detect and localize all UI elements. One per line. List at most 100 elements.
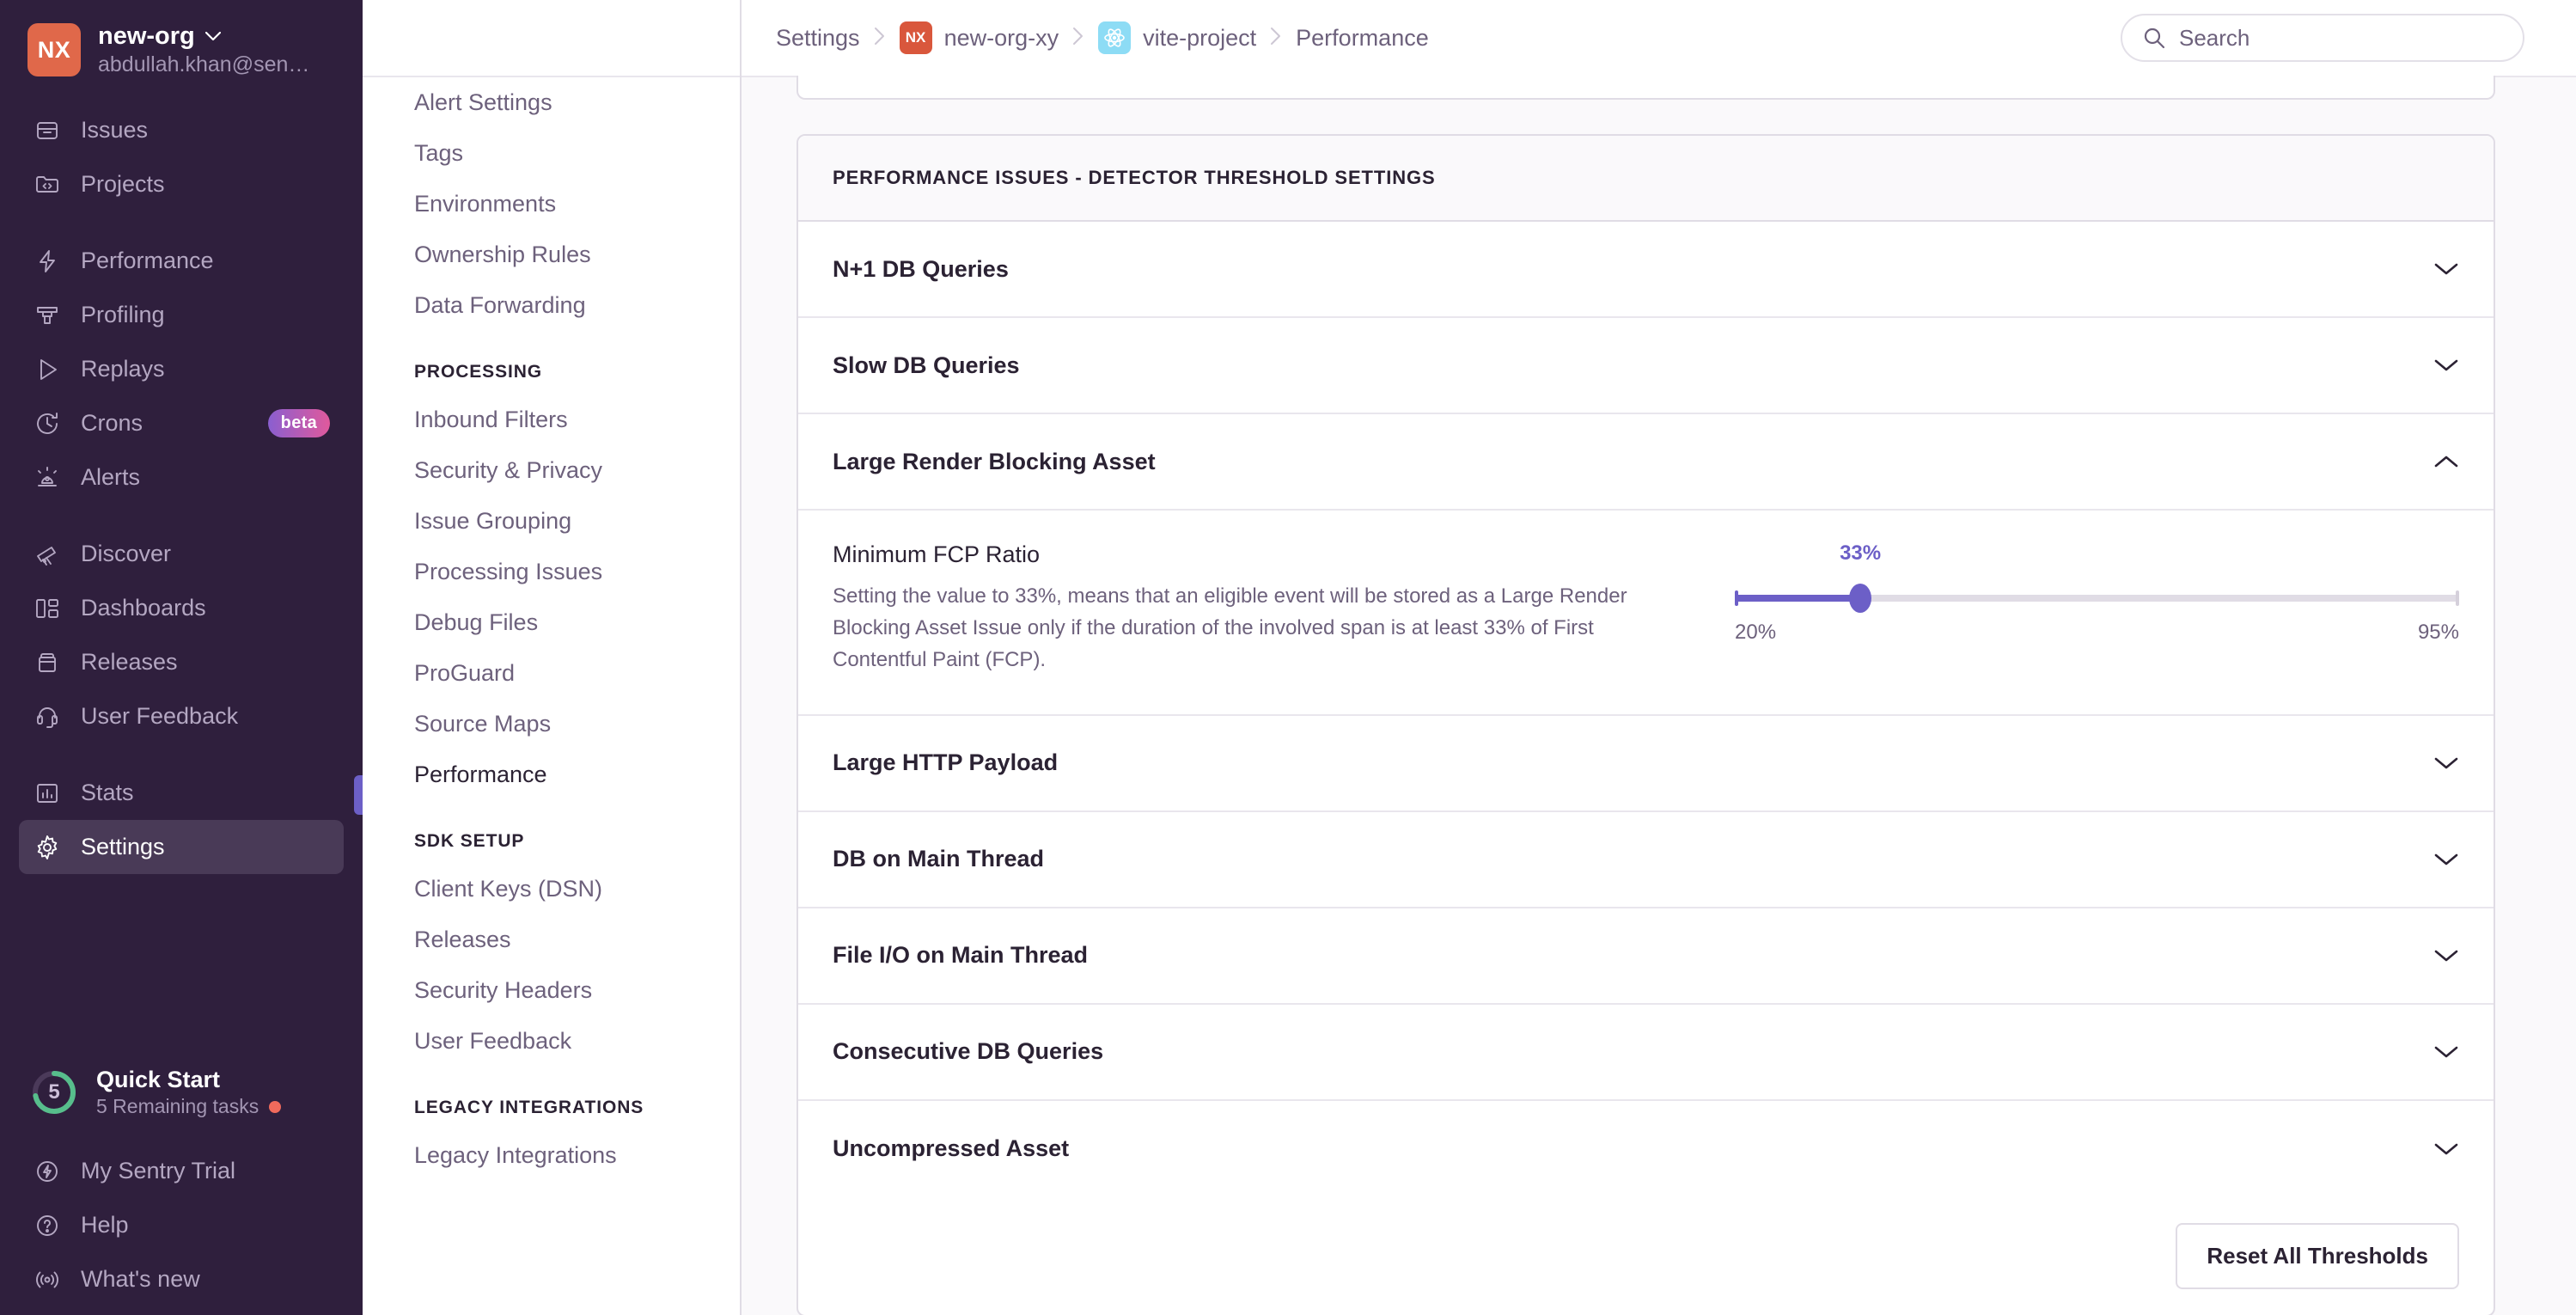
slider-max-cap (2456, 590, 2459, 606)
chevron-down-icon[interactable] (2433, 943, 2459, 969)
bar-chart-icon (33, 779, 62, 808)
releases-icon (33, 648, 62, 677)
search-input[interactable]: Search (2121, 14, 2524, 62)
settings-nav-item-source-maps[interactable]: Source Maps (414, 711, 552, 737)
sidebar-item-performance[interactable]: Performance (19, 234, 344, 288)
chevron-down-icon[interactable] (2433, 1039, 2459, 1065)
detector-body-large-render-blocking-asset: Minimum FCP Ratio Setting the value to 33… (798, 511, 2494, 716)
sidebar-item-help[interactable]: Help (19, 1198, 344, 1252)
sidebar-item-my-sentry-trial[interactable]: My Sentry Trial (19, 1144, 344, 1198)
settings-nav-item-environments[interactable]: Environments (414, 191, 557, 217)
minimum-fcp-ratio-slider[interactable]: 33% 20% 95% (1735, 541, 2459, 645)
detector-row-uncompressed-asset[interactable]: Uncompressed Asset (798, 1101, 2494, 1197)
detector-row-n-1-db-queries[interactable]: N+1 DB Queries (798, 222, 2494, 318)
primary-sidebar: NX new-org abdullah.khan@sen… Issues Proj… (0, 0, 363, 1315)
detector-row-slow-db-queries[interactable]: Slow DB Queries (798, 318, 2494, 414)
reset-all-thresholds-button[interactable]: Reset All Thresholds (2176, 1222, 2459, 1289)
previous-panel-stub (797, 76, 2495, 100)
settings-nav-item-legacy-integrations[interactable]: Legacy Integrations (414, 1142, 617, 1168)
sidebar-item-releases[interactable]: Releases (19, 635, 344, 689)
beta-badge: beta (267, 409, 330, 437)
detector-label: Uncompressed Asset (833, 1135, 1070, 1162)
quick-start-subtitle: 5 Remaining tasks (96, 1095, 259, 1117)
detector-row-large-http-payload[interactable]: Large HTTP Payload (798, 716, 2494, 812)
settings-nav-item-issue-grouping[interactable]: Issue Grouping (414, 508, 572, 534)
detector-row-file-i-o-on-main-thread[interactable]: File I/O on Main Thread (798, 908, 2494, 1005)
sidebar-item-user-feedback[interactable]: User Feedback (19, 689, 344, 743)
lightning-icon (33, 247, 62, 276)
sidebar-item-label: Discover (81, 541, 172, 566)
headset-icon (33, 702, 62, 731)
chevron-up-icon[interactable] (2433, 449, 2459, 474)
panel-footer: Reset All Thresholds (798, 1197, 2494, 1315)
settings-nav-item-processing-issues[interactable]: Processing Issues (414, 559, 603, 584)
sidebar-item-issues[interactable]: Issues (19, 103, 344, 157)
chevron-down-icon[interactable] (2433, 750, 2459, 776)
sidebar-item-settings[interactable]: Settings (19, 820, 344, 874)
quick-start-count: 5 (48, 1080, 60, 1104)
quick-start-widget[interactable]: 5 Quick Start 5 Remaining tasks (19, 1056, 344, 1144)
slider-thumb[interactable] (1849, 584, 1872, 613)
slider-track[interactable] (1735, 584, 2459, 613)
chevron-down-icon[interactable] (2433, 1136, 2459, 1162)
sidebar-item-label: Projects (81, 171, 165, 197)
nav-group-spacer (19, 211, 344, 234)
slider-end-labels: 20% 95% (1735, 621, 2459, 645)
chevron-down-icon[interactable] (2433, 256, 2459, 282)
org-name: new-org (98, 22, 195, 50)
settings-nav-item-inbound-filters[interactable]: Inbound Filters (414, 407, 568, 432)
siren-icon (33, 463, 62, 492)
settings-nav-item-alert-settings[interactable]: Alert Settings (414, 89, 552, 115)
settings-nav-item-debug-files[interactable]: Debug Files (414, 609, 539, 635)
settings-nav-item-tags[interactable]: Tags (414, 140, 464, 166)
sidebar-item-label: Help (81, 1212, 129, 1238)
sidebar-item-label: Stats (81, 780, 134, 805)
sidebar-item-profiling[interactable]: Profiling (19, 288, 344, 342)
sidebar-item-label: Releases (81, 649, 178, 675)
sidebar-item-crons[interactable]: Crons beta (19, 396, 344, 450)
settings-nav-item-proguard[interactable]: ProGuard (414, 660, 516, 686)
notification-dot-icon (269, 1100, 282, 1113)
org-switcher[interactable]: NX new-org abdullah.khan@sen… (19, 0, 344, 103)
sidebar-item-dashboards[interactable]: Dashboards (19, 581, 344, 635)
nav-group: Discover Dashboards Releases User Feedback (19, 527, 344, 743)
dashboard-icon (33, 594, 62, 623)
chevron-down-icon[interactable] (2433, 352, 2459, 378)
telescope-icon (33, 540, 62, 569)
detector-label: File I/O on Main Thread (833, 942, 1089, 969)
sidebar-active-indicator (354, 775, 363, 815)
breadcrumb-item-new-org-xy[interactable]: NX new-org-xy (899, 21, 1059, 54)
detector-label: DB on Main Thread (833, 846, 1045, 872)
settings-nav-item-performance[interactable]: Performance (414, 761, 547, 787)
sidebar-item-alerts[interactable]: Alerts (19, 450, 344, 505)
nav-group: Performance Profiling Replays Crons beta Aler… (19, 234, 344, 505)
sidebar-item-label: My Sentry Trial (81, 1158, 236, 1184)
settings-nav-item-data-forwarding[interactable]: Data Forwarding (414, 292, 586, 318)
settings-nav-item-releases[interactable]: Releases (414, 927, 511, 952)
breadcrumb-item-vite-project[interactable]: vite-project (1098, 21, 1256, 54)
org-name-row: new-org (98, 22, 309, 51)
settings-nav-item-client-keys-dsn-[interactable]: Client Keys (DSN) (414, 876, 603, 902)
sidebar-item-stats[interactable]: Stats (19, 766, 344, 820)
clock-history-icon (33, 409, 62, 438)
breadcrumb-item-settings[interactable]: Settings (776, 25, 860, 52)
nav-group: Issues Projects (19, 103, 344, 211)
settings-nav-item-security-headers[interactable]: Security Headers (414, 977, 593, 1003)
sidebar-item-replays[interactable]: Replays (19, 342, 344, 396)
sidebar-item-discover[interactable]: Discover (19, 527, 344, 581)
sidebar-item-what-s-new[interactable]: What's new (19, 1252, 344, 1306)
detector-row-db-on-main-thread[interactable]: DB on Main Thread (798, 812, 2494, 908)
nav-group-spacer (19, 743, 344, 766)
breadcrumb-item-performance[interactable]: Performance (1296, 25, 1429, 52)
quick-start-progress-ring: 5 (31, 1069, 77, 1116)
breadcrumb-label: Settings (776, 24, 860, 51)
settings-nav-item-user-feedback[interactable]: User Feedback (414, 1028, 572, 1054)
sidebar-item-projects[interactable]: Projects (19, 157, 344, 211)
sidebar-item-label: Performance (81, 248, 214, 273)
detector-row-large-render-blocking-asset[interactable]: Large Render Blocking Asset (798, 414, 2494, 511)
chevron-down-icon[interactable] (2433, 847, 2459, 872)
settings-nav-item-security-privacy[interactable]: Security & Privacy (414, 457, 603, 483)
quick-start-subtitle-row: 5 Remaining tasks (96, 1095, 282, 1118)
detector-row-consecutive-db-queries[interactable]: Consecutive DB Queries (798, 1005, 2494, 1101)
settings-nav-item-ownership-rules[interactable]: Ownership Rules (414, 242, 591, 267)
